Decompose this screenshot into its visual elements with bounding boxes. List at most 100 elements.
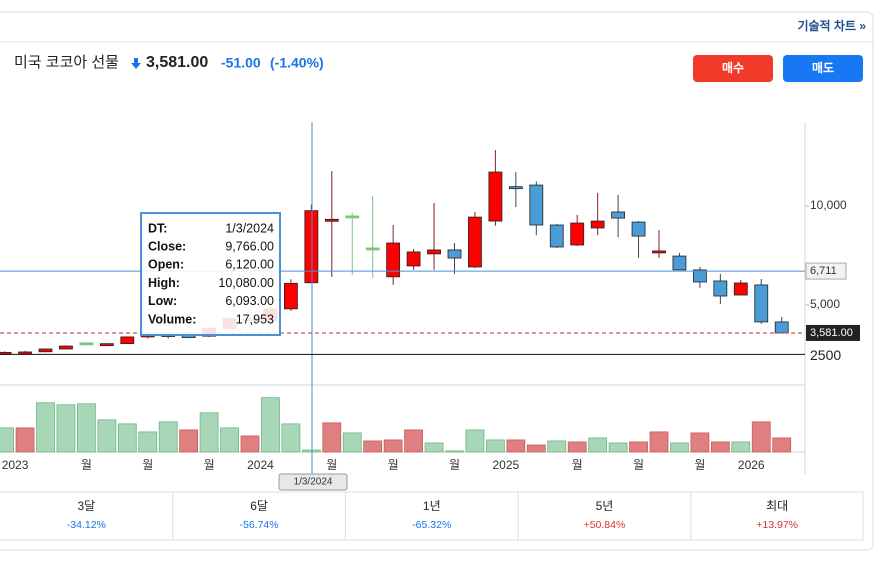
crosshair-price: 6,711 (810, 265, 837, 277)
candle-body (774, 321, 789, 334)
candle-body (488, 171, 503, 222)
x-tick-label: 월 (81, 458, 92, 472)
period-change: -65.32% (412, 519, 451, 531)
volume-bar (485, 439, 505, 453)
x-tick-label: 2024 (247, 458, 274, 472)
x-tick-label: 월 (449, 458, 460, 472)
buy-button[interactable] (693, 55, 773, 82)
period-change: -56.74% (239, 519, 278, 531)
volume-bar (649, 431, 669, 453)
last-price-box (806, 324, 860, 341)
change: -51.00 (221, 55, 261, 71)
tooltip-value: 1/3/2024 (225, 221, 274, 235)
buy-label[interactable]: 매수 (722, 60, 744, 75)
candle-body (713, 280, 728, 297)
volume-bar (0, 427, 14, 453)
candle-body (590, 220, 605, 229)
candle-body (120, 336, 135, 345)
x-tick-label: 월 (142, 458, 153, 472)
volume-bar (199, 412, 219, 453)
y-tick-label: 10,000 (810, 198, 847, 212)
volume-bar (342, 432, 362, 453)
tooltip-key: Open: (148, 258, 184, 272)
y-tick-label: 5,000 (810, 297, 840, 311)
volume-layer (0, 397, 792, 453)
change-pct: (-1.40%) (270, 55, 324, 71)
candle-body (324, 218, 339, 222)
candle-body (652, 250, 666, 254)
tooltip-value: 9,766.00 (225, 239, 274, 253)
volume-bar (77, 403, 96, 453)
candle-body (693, 269, 707, 283)
axis-layer: 10,000 5,000 2500 2023 월 월 월 2024 월 월 월 2025 월 월 월 2026… (2, 198, 860, 472)
period-label: 3달 (77, 499, 95, 513)
volume-bar (220, 427, 239, 453)
tooltip-key: High: (148, 276, 180, 290)
candle-body (631, 221, 646, 237)
period-label: 5년 (596, 499, 614, 513)
overlay-layer (0, 122, 805, 474)
volume-bar (404, 429, 424, 453)
volume-bar (179, 429, 199, 453)
sell-button[interactable] (783, 55, 863, 82)
candle-body (672, 255, 687, 271)
tooltip-key: Close: (148, 239, 186, 253)
volume-bar (690, 432, 710, 453)
volume-bar (97, 419, 117, 453)
candle-body (549, 224, 564, 248)
x-tick-label: 월 (633, 458, 644, 472)
volume-bar (670, 442, 689, 453)
volume-bar (138, 431, 158, 453)
sell-label[interactable]: 매도 (812, 60, 834, 75)
period-label: 1년 (423, 499, 441, 513)
tooltip-value: 6,093.00 (225, 294, 274, 308)
price: 3,581.00 (146, 54, 208, 71)
crosshair-price-box (805, 262, 847, 280)
instrument-name: 미국 코코아 선물 (14, 54, 119, 71)
volume-bar (629, 441, 648, 453)
period-change: +13.97% (756, 519, 798, 531)
candle-body (18, 351, 32, 355)
x-tick-label: 2026 (738, 458, 765, 472)
volume-bar (158, 421, 178, 453)
candle-body (38, 348, 53, 353)
tooltip-key: Low: (148, 294, 177, 308)
x-tick-label: 2025 (492, 458, 519, 472)
candle-body (508, 186, 523, 190)
volume-bar (710, 441, 730, 453)
technical-chart-link[interactable]: 기술적 차트 » (797, 18, 866, 33)
performance-row: 3달 -34.12% 6달 -56.74% 1년 -65.32% 5년 +50.84% 최대 +1… (0, 491, 864, 541)
x-tick-label: 월 (694, 458, 705, 472)
tooltip-box (140, 212, 281, 336)
volume-bar (547, 440, 567, 453)
reference-label: 2500 (810, 347, 841, 363)
volume-bar (383, 439, 403, 453)
candle-body (447, 249, 462, 259)
volume-bar (56, 404, 76, 453)
tooltip-key: Volume: (148, 312, 196, 326)
performance-box (0, 491, 864, 541)
x-tick-label: 월 (572, 458, 583, 472)
crosshair-date: 1/3/2024 (294, 477, 333, 488)
candle-body (59, 345, 73, 350)
volume-bar (281, 423, 301, 453)
candle-body (570, 222, 585, 246)
tooltip-key: DT: (148, 221, 167, 235)
candle-body (79, 342, 94, 346)
candle-body (365, 247, 380, 251)
candle-body (99, 343, 114, 347)
tooltip-value: 17,953 (236, 312, 274, 326)
volume-bar (240, 435, 260, 453)
candle-body (304, 210, 319, 284)
period-change: +50.84% (584, 519, 626, 531)
volume-bar (424, 442, 444, 453)
volume-bar (731, 441, 751, 453)
volume-bar (608, 442, 628, 453)
candle-body (611, 211, 625, 219)
tooltip: DT: 1/3/2024 Close: 9,766.00 Open: 6,120.00 Hi… (140, 212, 281, 336)
volume-bar (445, 450, 464, 453)
x-tick-label: 2023 (2, 458, 29, 472)
volume-bar (363, 440, 383, 453)
tooltip-value: 6,120.00 (225, 258, 274, 272)
